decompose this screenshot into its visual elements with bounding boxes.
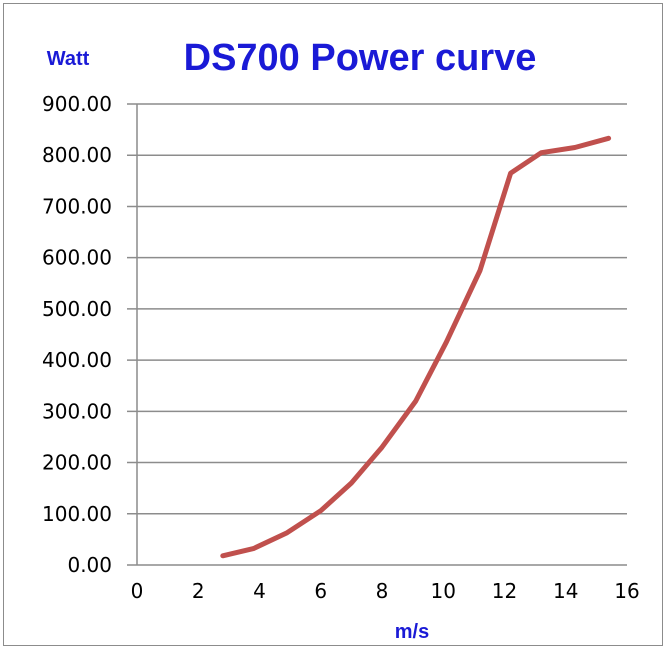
x-tick-label: 16	[614, 579, 639, 603]
y-tick-label: 800.00	[42, 143, 112, 167]
x-tick-label: 2	[192, 579, 205, 603]
series-line-0	[220, 135, 612, 559]
y-tick-label: 700.00	[42, 194, 112, 218]
y-axis-label: Watt	[47, 48, 90, 70]
y-tick-label: 500.00	[42, 297, 112, 321]
grid-lines	[127, 103, 627, 566]
x-tick-label: 10	[431, 579, 456, 603]
y-tick-label: 600.00	[42, 246, 112, 270]
x-tick-label: 0	[131, 579, 144, 603]
chart-frame	[3, 3, 663, 646]
chart-title: DS700 Power curve	[184, 37, 537, 79]
x-tick-label: 8	[376, 579, 389, 603]
x-tick-label: 6	[314, 579, 327, 603]
x-axis-label: m/s	[395, 621, 429, 643]
y-tick-label: 0.00	[67, 553, 112, 577]
y-tick-label: 900.00	[42, 92, 112, 116]
y-tick-label: 200.00	[42, 451, 112, 475]
x-tick-label: 4	[253, 579, 266, 603]
series-layer	[220, 135, 612, 559]
x-tick-labels: 0 2 4 6 8 10 12 14 16	[131, 579, 640, 603]
y-tick-label: 400.00	[42, 348, 112, 372]
y-tick-label: 300.00	[42, 399, 112, 423]
x-tick-label: 12	[492, 579, 517, 603]
x-tick-label: 14	[553, 579, 578, 603]
y-tick-labels: 0.00 100.00 200.00 300.00 400.00 500.00 600.00…	[42, 92, 112, 577]
y-tick-label: 100.00	[42, 502, 112, 526]
